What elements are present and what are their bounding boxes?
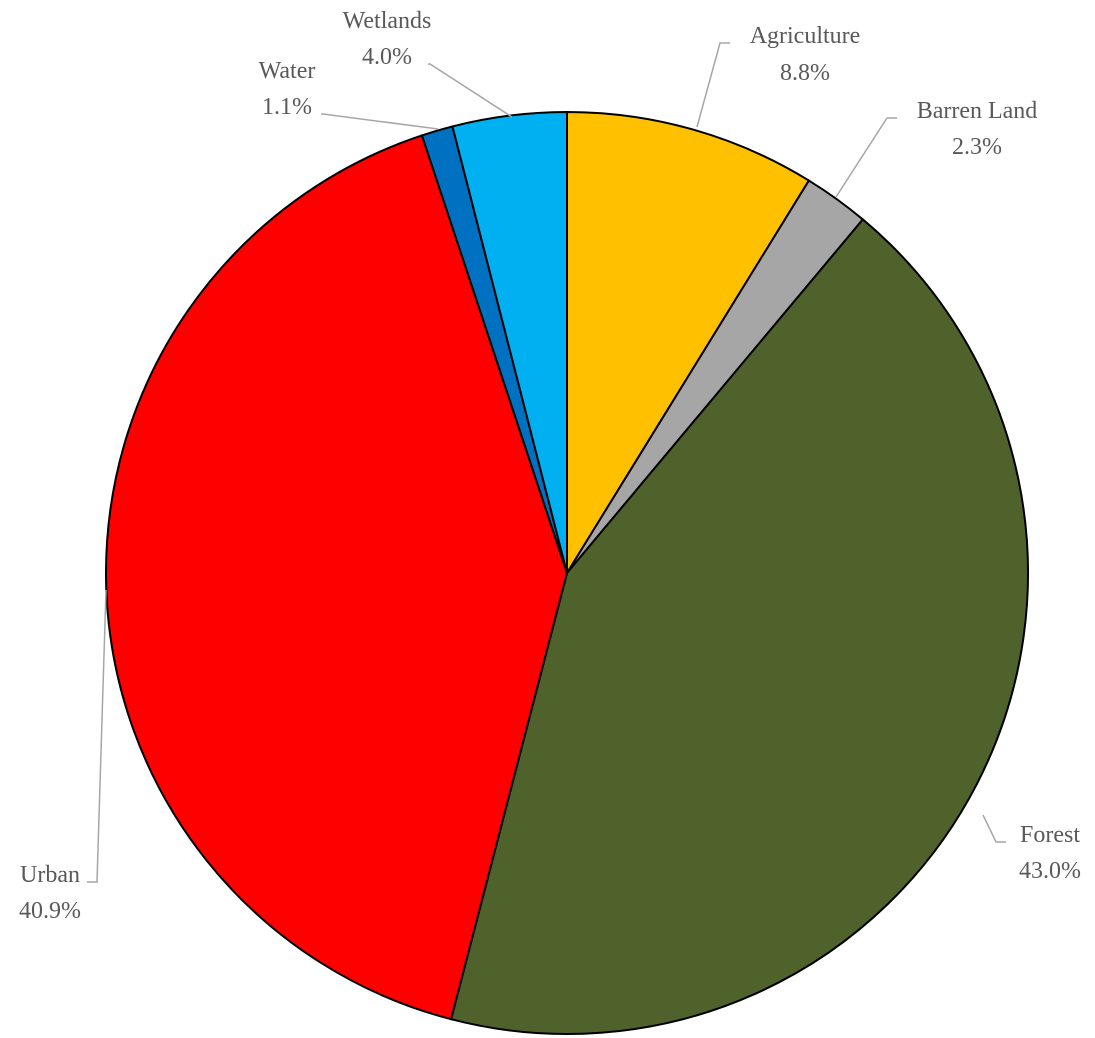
slice-value-wetlands: 4.0% <box>362 44 412 70</box>
slice-value-forest: 43.0% <box>1019 858 1081 884</box>
leader-line-water <box>321 113 439 130</box>
leader-line-forest <box>982 814 1006 843</box>
slice-labels: Agriculture 8.8% Barren Land 2.3% Forest 43.0… <box>19 8 1081 924</box>
slice-value-water: 1.1% <box>262 94 312 120</box>
slice-value-urban: 40.9% <box>19 898 81 924</box>
leader-line-wetlands <box>428 63 513 118</box>
slice-value-barren-land: 2.3% <box>952 134 1002 160</box>
slice-value-agriculture: 8.8% <box>780 60 830 86</box>
pie-slice-urban <box>105 134 569 1021</box>
slice-label-forest: Forest <box>1020 822 1080 848</box>
slice-label-wetlands: Wetlands <box>343 8 432 34</box>
leader-line-barren-land <box>835 117 897 198</box>
slice-label-water: Water <box>259 58 316 84</box>
slice-label-agriculture: Agriculture <box>750 23 861 49</box>
pie-slice-agriculture <box>566 110 811 577</box>
slice-label-urban: Urban <box>20 862 80 888</box>
leader-lines <box>87 42 1006 883</box>
leader-line-urban <box>87 589 107 883</box>
pie-slices <box>105 110 1029 1035</box>
leader-line-agriculture <box>696 42 730 128</box>
pie-slice-forest <box>449 218 1029 1035</box>
slice-label-barren-land: Barren Land <box>917 98 1038 124</box>
